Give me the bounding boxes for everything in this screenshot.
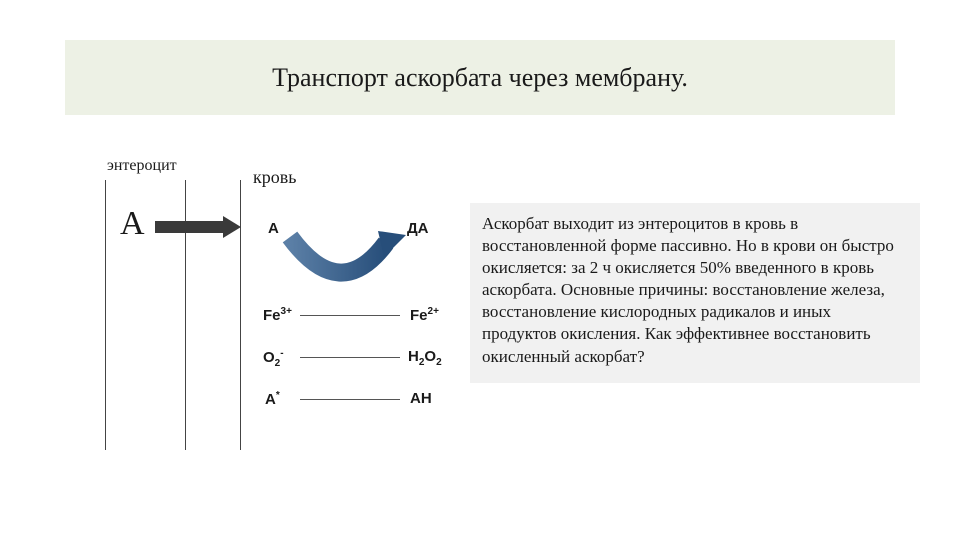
label-enterocyte: энтероцит [107, 157, 177, 175]
h2o2-h: Н [408, 348, 419, 365]
o2-text: О [263, 349, 275, 366]
fe2-charge: 2+ [428, 306, 439, 317]
o2-charge: - [280, 348, 283, 359]
page-title: Транспорт аскорбата через мембрану. [272, 63, 688, 93]
arrow-head-icon [223, 216, 241, 238]
h2o2-sub2: 2 [436, 357, 442, 368]
a-radical-label: A* [265, 390, 280, 408]
a-rad-dot: * [276, 390, 280, 401]
fe3-text: Fe [263, 307, 281, 324]
fe3-charge: 3+ [281, 306, 292, 317]
transport-arrow [155, 218, 240, 236]
da-oxidized: ДА [407, 220, 429, 237]
explanation-text: Аскорбат выходит из энтероцитов в кровь … [482, 213, 908, 368]
reaction-line-fe [300, 315, 400, 316]
reaction-line-a [300, 399, 400, 400]
a-rad-text: A [265, 391, 276, 408]
h2o2-label: Н2О2 [408, 348, 442, 368]
o2-sub: 2 [275, 358, 281, 369]
fe2-text: Fe [410, 307, 428, 324]
label-blood: кровь [253, 167, 296, 188]
membrane-line-1 [105, 180, 106, 450]
title-panel: Транспорт аскорбата через мембрану. [65, 40, 895, 115]
fe2-label: Fe2+ [410, 306, 439, 324]
h2o2-o: О [424, 348, 436, 365]
ah-label: АН [410, 390, 432, 407]
ascorbate-symbol: А [120, 205, 145, 243]
explanation-panel: Аскорбат выходит из энтероцитов в кровь … [470, 203, 920, 383]
fe3-label: Fe3+ [263, 306, 292, 324]
reaction-line-o2 [300, 357, 400, 358]
o2-label: О2- [263, 348, 284, 369]
oxidation-curve-arrow [278, 225, 408, 295]
arrow-shaft [155, 221, 225, 233]
